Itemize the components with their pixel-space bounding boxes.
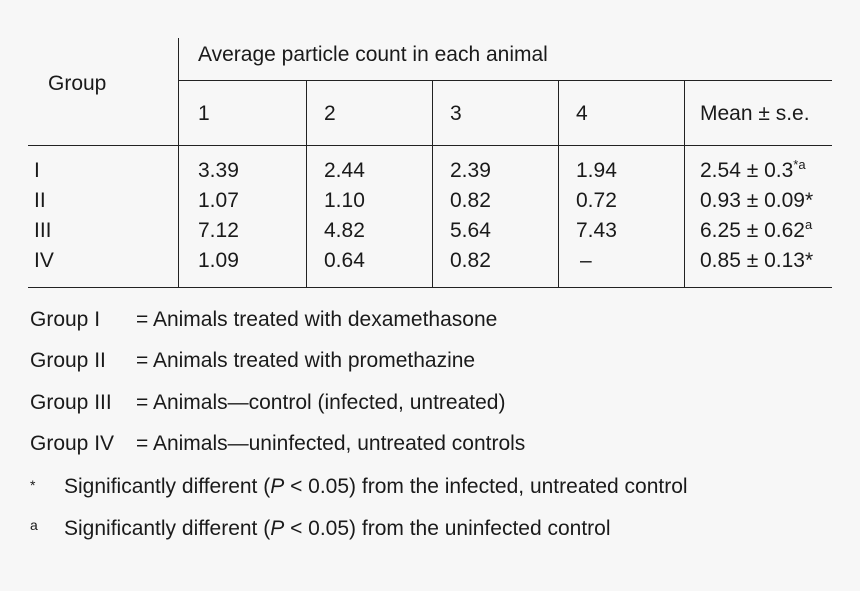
row-group-label: IV xyxy=(34,249,54,272)
legend-key: Group IV xyxy=(30,432,115,455)
row-value: 7.12 xyxy=(198,219,239,242)
legend-desc: = Animals treated with dexamethasone xyxy=(136,308,498,331)
row-mean: 6.25 ± 0.62a xyxy=(700,217,813,242)
row-group-label: I xyxy=(34,159,40,182)
row-group-label: III xyxy=(34,219,52,242)
row-value: 2.44 xyxy=(324,159,365,182)
row-value: 0.72 xyxy=(576,189,617,212)
row-value: 5.64 xyxy=(450,219,491,242)
row-value: 2.39 xyxy=(450,159,491,182)
rule-col-1-2 xyxy=(306,80,307,288)
legend-desc: = Animals—uninfected, untreated controls xyxy=(136,432,526,455)
col-header-3: 3 xyxy=(450,102,462,125)
legend-desc: = Animals treated with promethazine xyxy=(136,349,476,372)
row-mean: 2.54 ± 0.3*a xyxy=(700,157,806,182)
legend-key: Group II xyxy=(30,349,106,372)
significance-mark: * xyxy=(804,249,814,272)
row-value: 1.09 xyxy=(198,249,239,272)
significance-mark: a xyxy=(804,217,813,232)
legend-desc: = Animals—control (infected, untreated) xyxy=(136,391,506,414)
footnote-text: Significantly different (P < 0.05) from … xyxy=(64,475,688,498)
col-header-4: 4 xyxy=(576,102,588,125)
footnote-mark: * xyxy=(30,477,36,493)
col-header-1: 1 xyxy=(198,102,210,125)
col-header-2: 2 xyxy=(324,102,336,125)
rule-col-4-mean xyxy=(684,80,685,288)
rule-header-bottom xyxy=(28,145,832,146)
row-value: 0.64 xyxy=(324,249,365,272)
average-count-header: Average particle count in each animal xyxy=(198,43,548,66)
rule-col-2-3 xyxy=(432,80,433,288)
legend-key: Group III xyxy=(30,391,112,414)
row-value: 3.39 xyxy=(198,159,239,182)
row-value: 0.82 xyxy=(450,189,491,212)
row-value: 7.43 xyxy=(576,219,617,242)
footnote-mark: a xyxy=(30,517,38,533)
row-value: 0.82 xyxy=(450,249,491,272)
row-mean: 0.93 ± 0.09* xyxy=(700,189,814,212)
col-header-mean: Mean ± s.e. xyxy=(700,102,810,125)
rule-table-bottom xyxy=(28,287,832,288)
row-value: 1.07 xyxy=(198,189,239,212)
row-mean: 0.85 ± 0.13* xyxy=(700,249,814,272)
row-group-label: II xyxy=(34,189,46,212)
rule-col-3-4 xyxy=(558,80,559,288)
legend-key: Group I xyxy=(30,308,101,331)
row-value: 4.82 xyxy=(324,219,365,242)
significance-mark: *a xyxy=(793,157,806,172)
row-value: 1.10 xyxy=(324,189,365,212)
rule-group-divider xyxy=(178,38,179,288)
rule-mid xyxy=(178,80,832,81)
row-value: – xyxy=(580,249,592,272)
group-header: Group xyxy=(48,72,107,95)
footnote-text: Significantly different (P < 0.05) from … xyxy=(64,517,611,540)
data-table: Group Average particle count in each ani… xyxy=(28,38,832,288)
row-value: 1.94 xyxy=(576,159,617,182)
significance-mark: * xyxy=(804,189,814,212)
